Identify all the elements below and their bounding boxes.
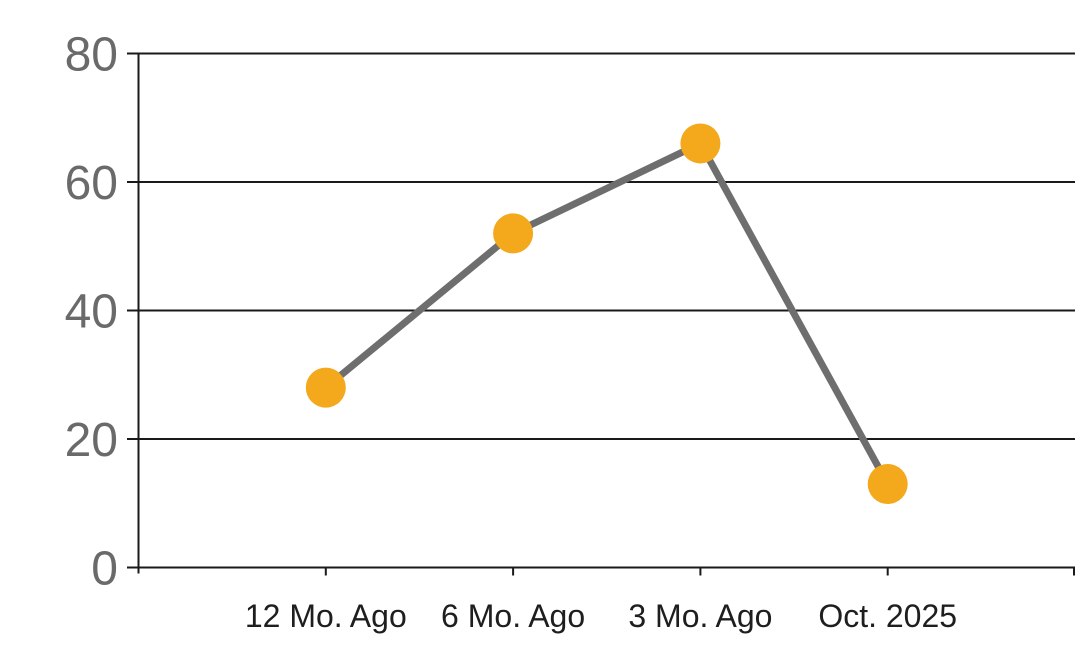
y-axis-tick-label: 40 [65,286,118,339]
x-axis-category-label: 3 Mo. Ago [628,598,772,634]
y-axis-tick-label: 80 [65,29,118,82]
y-axis-tick-label: 60 [65,157,118,210]
x-axis-category-label: Oct. 2025 [818,598,957,634]
x-axis-category-label: 12 Mo. Ago [245,598,407,634]
data-series-line [322,139,892,488]
y-axis-tick-label: 0 [91,543,118,596]
data-point-marker [680,123,721,164]
data-point-marker [493,213,534,254]
y-axis-tick-label: 20 [65,414,118,467]
x-axis-category-label: 6 Mo. Ago [441,598,585,634]
data-point-marker [867,463,908,504]
data-point-marker [305,367,346,408]
